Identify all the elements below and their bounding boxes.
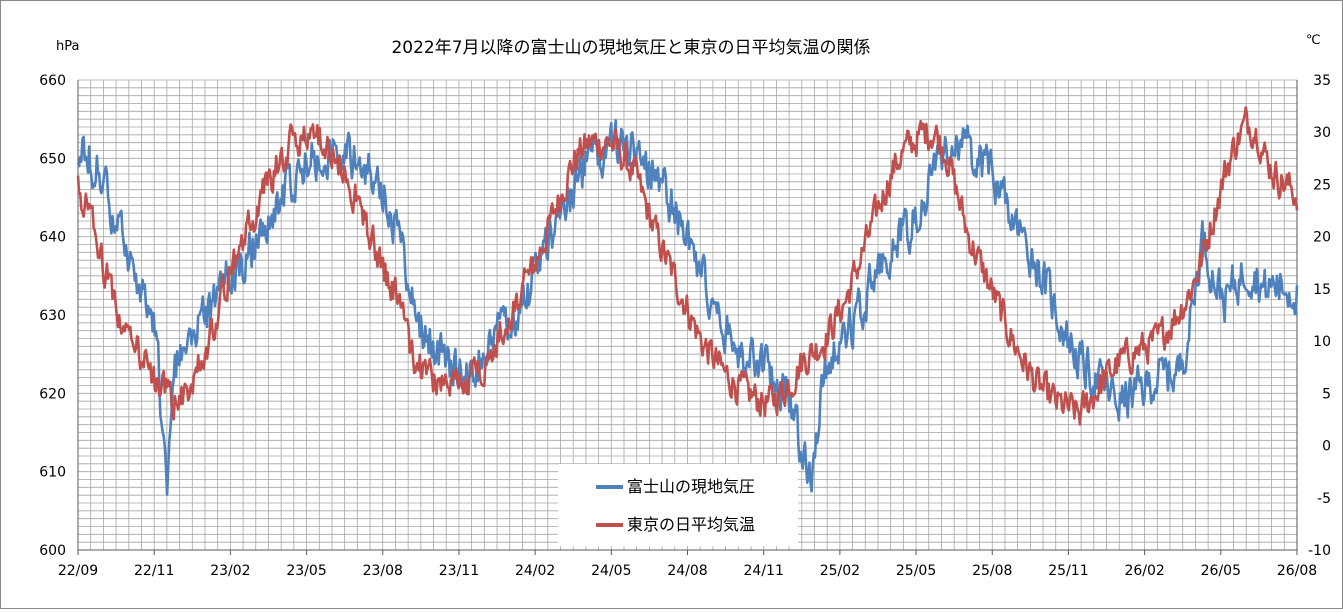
legend: 富士山の現地気圧 東京の日平均気温 <box>558 464 798 546</box>
x-tick-label: 24/11 <box>744 563 784 579</box>
x-tick-label: 26/08 <box>1277 563 1317 579</box>
left-tick-label: 600 <box>39 543 66 559</box>
left-tick-label: 620 <box>39 386 66 402</box>
legend-label-temperature: 東京の日平均気温 <box>627 515 755 534</box>
left-tick-label: 630 <box>39 308 66 324</box>
left-tick-label: 650 <box>39 151 66 167</box>
temperature-series-line <box>76 106 1299 426</box>
x-tick-label: 23/02 <box>210 563 250 579</box>
right-tick-label: 35 <box>1313 73 1331 89</box>
x-tick-label: 22/11 <box>134 563 174 579</box>
x-tick-label: 25/08 <box>972 563 1012 579</box>
right-axis-unit: ℃ <box>1306 33 1321 48</box>
x-tick-label: 25/11 <box>1048 563 1088 579</box>
right-tick-label: 15 <box>1313 282 1331 298</box>
right-tick-label: 20 <box>1313 230 1331 246</box>
legend-label-pressure: 富士山の現地気圧 <box>627 477 755 496</box>
x-tick-label: 24/08 <box>667 563 707 579</box>
axes <box>77 80 1298 555</box>
left-tick-label: 660 <box>39 73 66 89</box>
series-lines <box>76 106 1299 497</box>
right-tick-label: -5 <box>1317 491 1331 507</box>
right-tick-label: 5 <box>1322 386 1331 402</box>
x-tick-label: 25/02 <box>820 563 860 579</box>
right-tick-label: 25 <box>1313 177 1331 193</box>
x-tick-label: 23/11 <box>439 563 479 579</box>
pressure-series-line <box>76 119 1299 497</box>
left-tick-label: 610 <box>39 465 66 481</box>
left-tick-label: 640 <box>39 230 66 246</box>
legend-box <box>558 464 798 546</box>
x-tick-label: 24/02 <box>515 563 555 579</box>
right-tick-label: -10 <box>1308 543 1331 559</box>
x-tick-label: 23/08 <box>363 563 403 579</box>
left-axis-unit: hPa <box>56 39 79 54</box>
x-tick-label: 22/09 <box>58 563 98 579</box>
chart-title: 2022年7月以降の富士山の現地気圧と東京の日平均気温の関係 <box>391 38 870 58</box>
x-tick-label: 25/05 <box>896 563 936 579</box>
x-tick-label: 26/05 <box>1201 563 1241 579</box>
x-tick-label: 26/02 <box>1124 563 1164 579</box>
right-tick-label: 0 <box>1322 439 1331 455</box>
tick-labels: 600 610 620 630 640 650 660 -10 -5 0 5 10 15 20 25 30 35… <box>39 73 1331 579</box>
right-tick-label: 30 <box>1313 125 1331 141</box>
x-tick-label: 23/05 <box>286 563 326 579</box>
x-tick-label: 24/05 <box>591 563 631 579</box>
right-tick-label: 10 <box>1313 334 1331 350</box>
